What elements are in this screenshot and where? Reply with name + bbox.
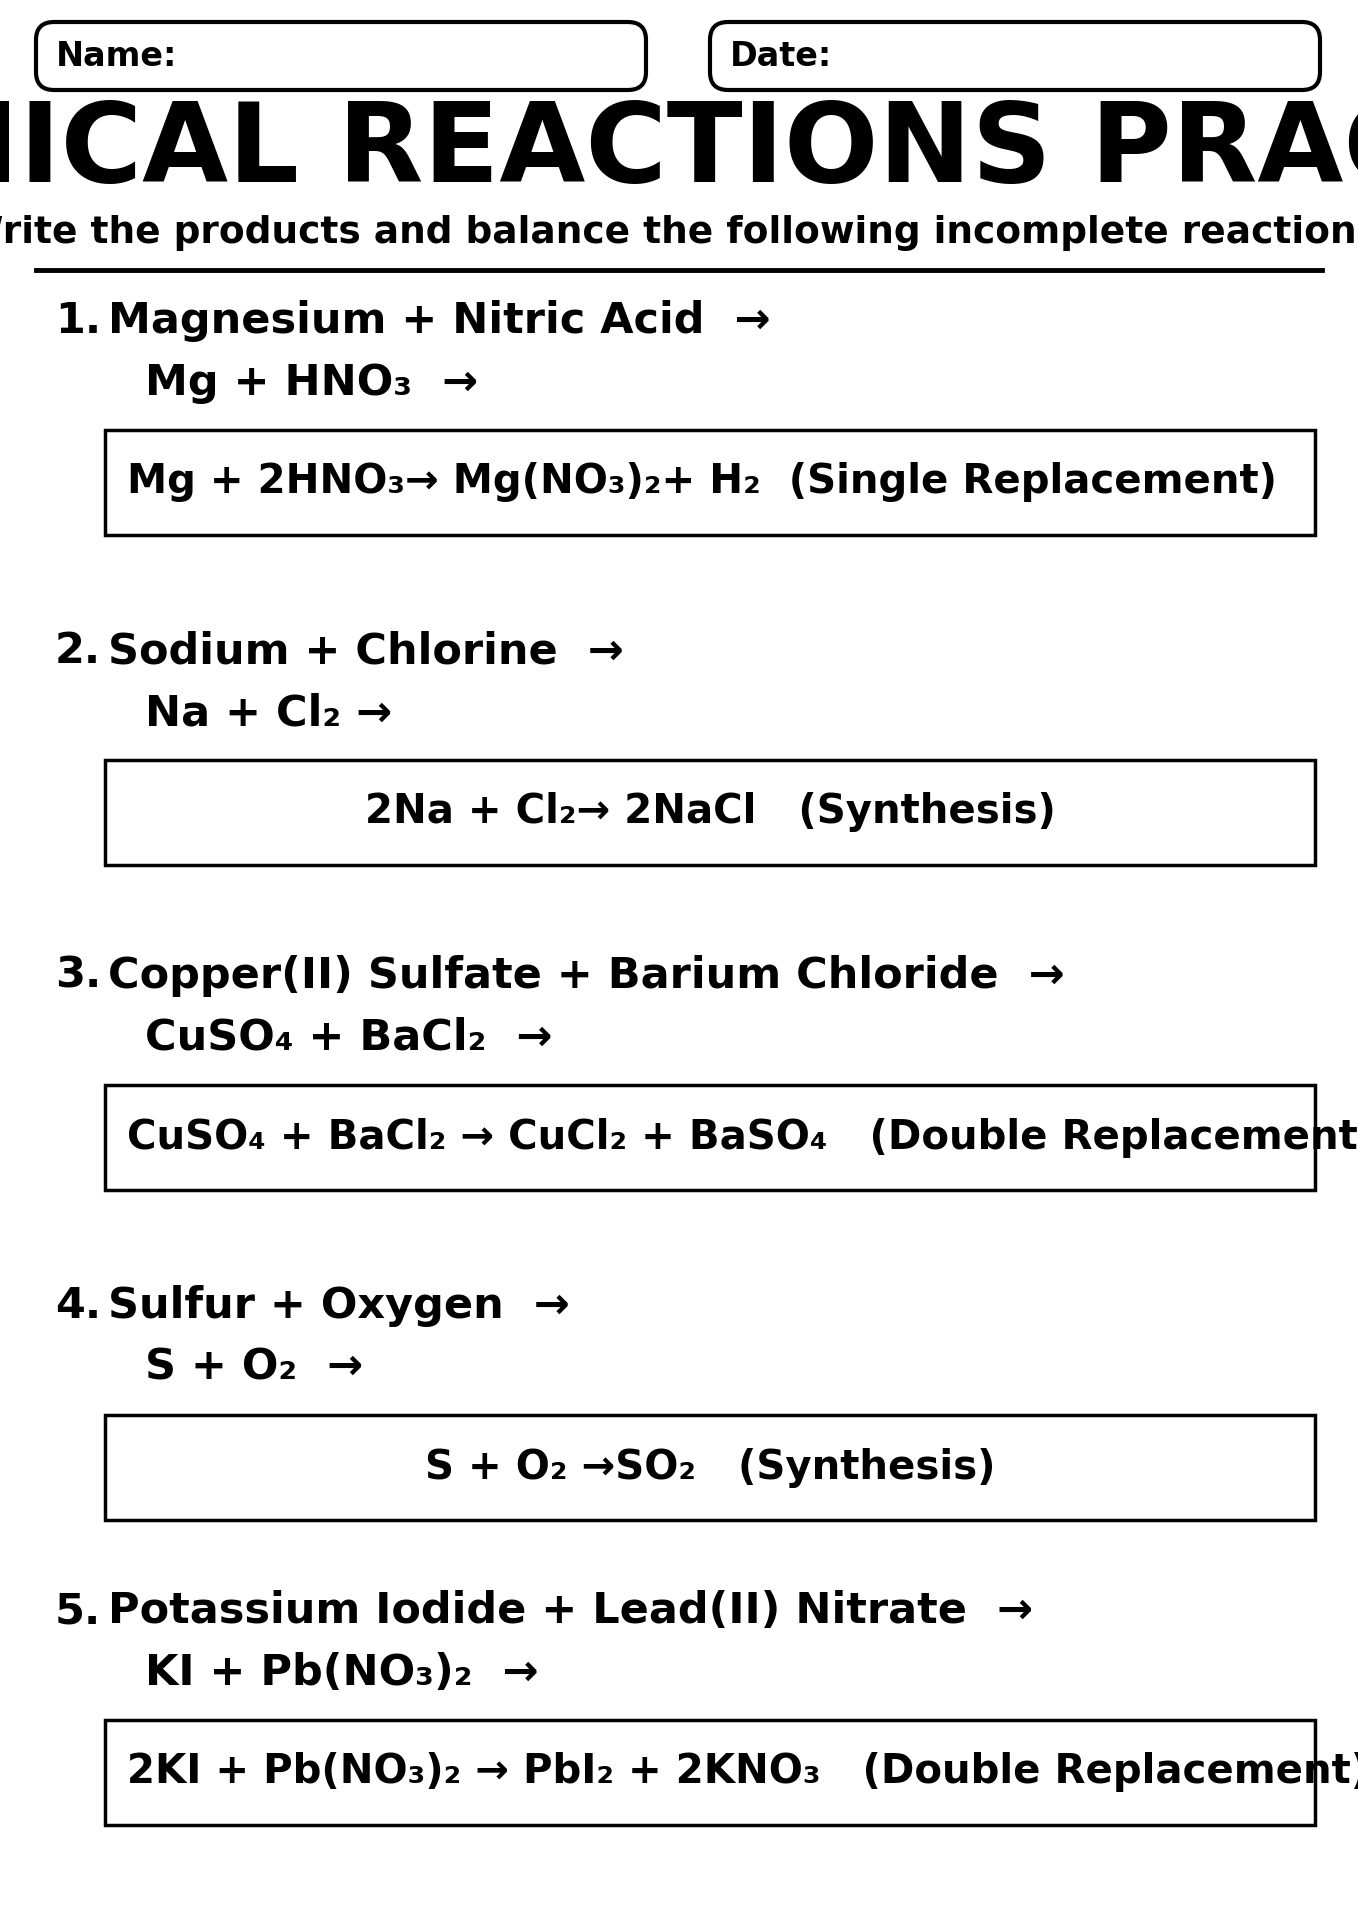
Text: S + O₂  →: S + O₂ → [145, 1348, 363, 1388]
Bar [105, 1415, 1315, 1521]
Text: 5.: 5. [56, 1590, 102, 1632]
Text: 4.: 4. [56, 1284, 100, 1327]
Text: Name:: Name: [56, 40, 178, 73]
Text: Mg + 2HNO₃→ Mg(NO₃)₂+ H₂  (Single Replacement): Mg + 2HNO₃→ Mg(NO₃)₂+ H₂ (Single Replace… [128, 463, 1277, 503]
Text: Magnesium + Nitric Acid  →: Magnesium + Nitric Acid → [109, 300, 770, 342]
Text: S + O₂ →SO₂   (Synthesis): S + O₂ →SO₂ (Synthesis) [425, 1448, 995, 1488]
Text: Date:: Date: [731, 40, 832, 73]
Text: Copper(II) Sulfate + Barium Chloride  →: Copper(II) Sulfate + Barium Chloride → [109, 954, 1065, 996]
Text: KI + Pb(NO₃)₂  →: KI + Pb(NO₃)₂ → [145, 1651, 539, 1693]
FancyBboxPatch shape [710, 21, 1320, 90]
FancyBboxPatch shape [37, 21, 646, 90]
Text: Potassium Iodide + Lead(II) Nitrate  →: Potassium Iodide + Lead(II) Nitrate → [109, 1590, 1033, 1632]
Bar [105, 760, 1315, 866]
Bar [105, 430, 1315, 536]
Text: 3.: 3. [56, 954, 102, 996]
Text: CuSO₄ + BaCl₂  →: CuSO₄ + BaCl₂ → [145, 1018, 553, 1060]
Text: Na + Cl₂ →: Na + Cl₂ → [145, 691, 392, 733]
Bar [105, 1720, 1315, 1826]
Text: 2.: 2. [56, 630, 100, 672]
Text: 1.: 1. [56, 300, 100, 342]
Text: Write the products and balance the following incomplete reactions!: Write the products and balance the follo… [0, 215, 1358, 252]
Bar [105, 1085, 1315, 1190]
Text: Sodium + Chlorine  →: Sodium + Chlorine → [109, 630, 623, 672]
Text: 2Na + Cl₂→ 2NaCl   (Synthesis): 2Na + Cl₂→ 2NaCl (Synthesis) [364, 793, 1055, 833]
Text: 2KI + Pb(NO₃)₂ → PbI₂ + 2KNO₃   (Double Replacement): 2KI + Pb(NO₃)₂ → PbI₂ + 2KNO₃ (Double Re… [128, 1753, 1358, 1793]
Text: Sulfur + Oxygen  →: Sulfur + Oxygen → [109, 1284, 570, 1327]
Text: Mg + HNO₃  →: Mg + HNO₃ → [145, 363, 478, 403]
Text: CHEMICAL REACTIONS PRACTICE: CHEMICAL REACTIONS PRACTICE [0, 98, 1358, 205]
Text: CuSO₄ + BaCl₂ → CuCl₂ + BaSO₄   (Double Replacement): CuSO₄ + BaCl₂ → CuCl₂ + BaSO₄ (Double Re… [128, 1117, 1358, 1158]
